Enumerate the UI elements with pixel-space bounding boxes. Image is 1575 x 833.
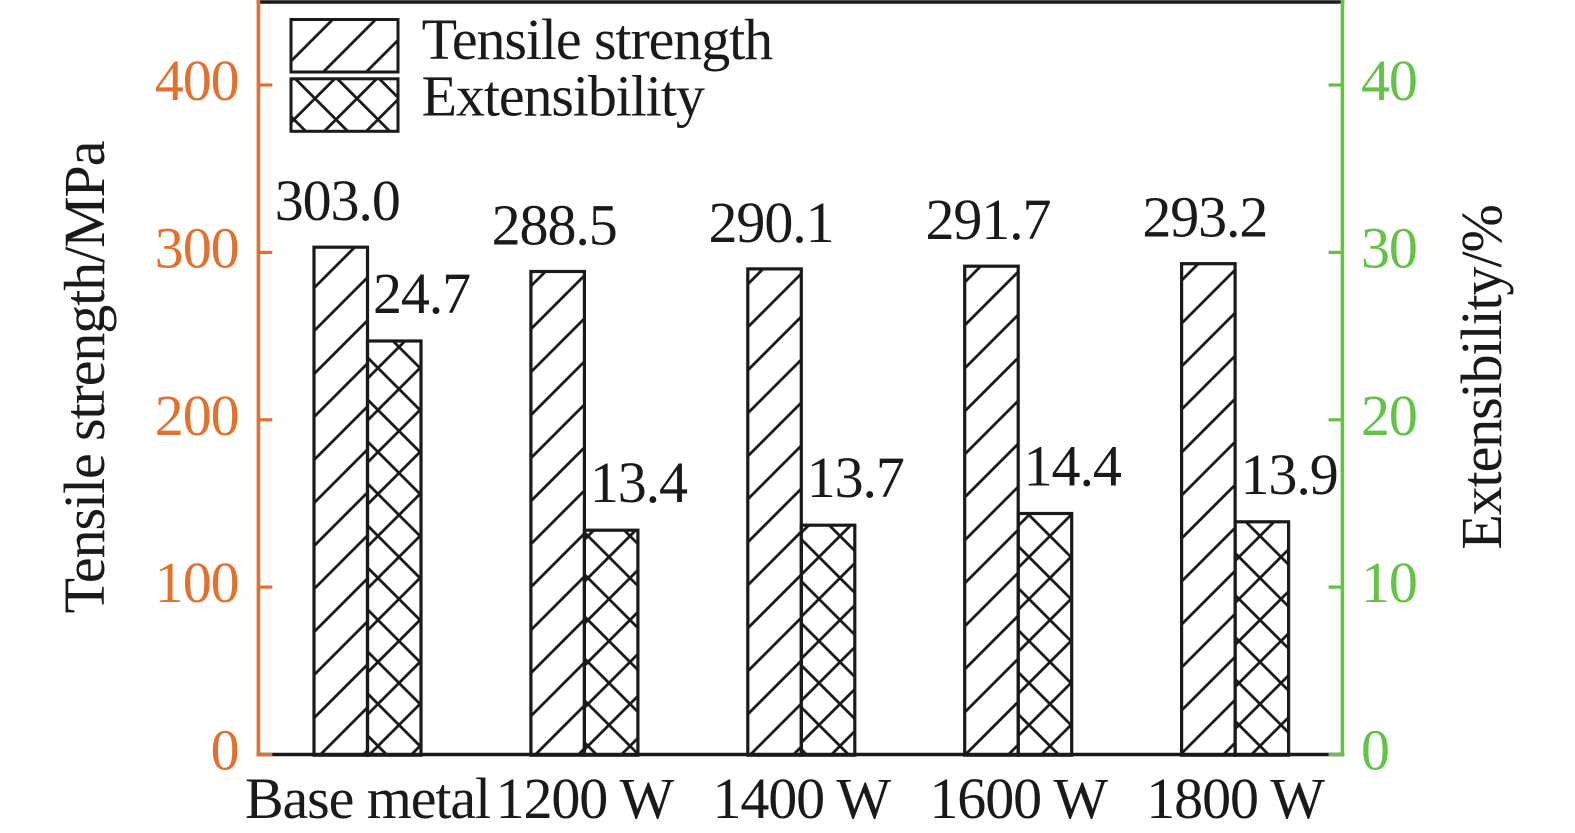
- svg-text:24.7: 24.7: [373, 261, 470, 326]
- svg-text:1200 W: 1200 W: [496, 766, 675, 831]
- svg-text:13.4: 13.4: [590, 450, 688, 515]
- svg-text:293.2: 293.2: [1142, 185, 1267, 250]
- svg-text:Base metal: Base metal: [245, 766, 490, 831]
- svg-text:10: 10: [1361, 550, 1417, 615]
- svg-text:20: 20: [1361, 383, 1417, 448]
- svg-text:40: 40: [1361, 48, 1417, 113]
- svg-text:Tensile strength: Tensile strength: [422, 7, 774, 72]
- svg-text:Tensile strength/MPa: Tensile strength/MPa: [52, 141, 117, 613]
- svg-text:1400 W: 1400 W: [712, 766, 891, 831]
- svg-text:290.1: 290.1: [709, 190, 834, 255]
- svg-text:0: 0: [211, 718, 239, 783]
- svg-text:14.4: 14.4: [1024, 434, 1122, 499]
- svg-text:13.7: 13.7: [807, 445, 904, 510]
- svg-text:100: 100: [155, 550, 239, 615]
- svg-text:300: 300: [155, 215, 239, 280]
- svg-text:200: 200: [155, 383, 239, 448]
- svg-text:Extensibility/%: Extensibility/%: [1449, 205, 1514, 549]
- svg-text:13.9: 13.9: [1241, 442, 1338, 507]
- svg-text:30: 30: [1361, 215, 1417, 280]
- svg-text:1800 W: 1800 W: [1146, 766, 1325, 831]
- svg-text:0: 0: [1361, 718, 1389, 783]
- svg-text:291.7: 291.7: [925, 187, 1050, 252]
- svg-text:288.5: 288.5: [492, 193, 617, 258]
- svg-text:400: 400: [155, 48, 239, 113]
- svg-text:303.0: 303.0: [275, 168, 400, 233]
- svg-text:1600 W: 1600 W: [929, 766, 1108, 831]
- svg-text:Extensibility: Extensibility: [422, 64, 705, 129]
